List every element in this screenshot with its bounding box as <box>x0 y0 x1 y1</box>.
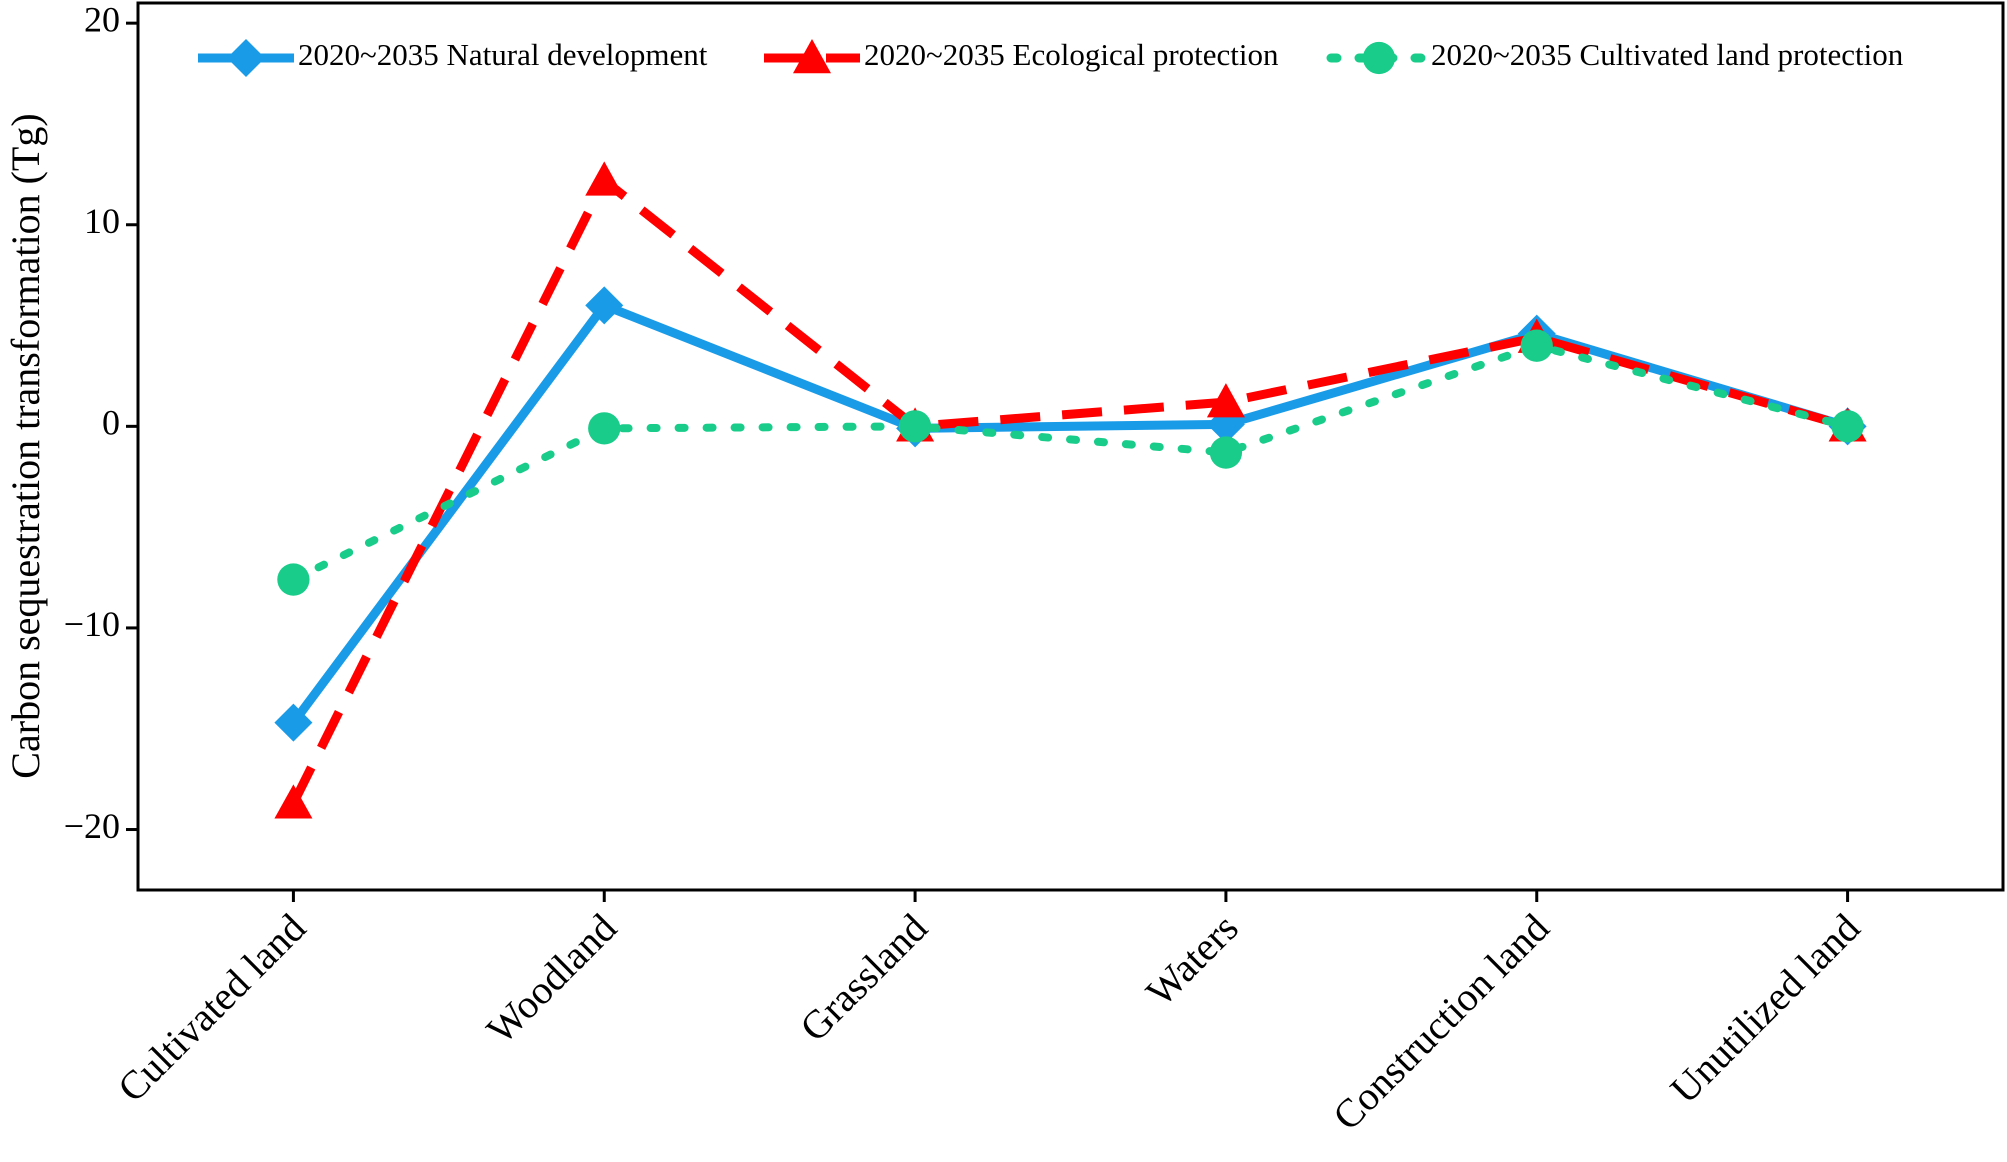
legend-label: 2020~2035 Cultivated land protection <box>1431 37 1904 72</box>
marker <box>898 410 932 443</box>
series-line <box>289 175 1849 806</box>
x-tick-label: Unutilized land <box>1661 905 1868 1112</box>
marker <box>1209 436 1243 469</box>
x-tick-label: Grassland <box>791 905 936 1050</box>
marker <box>585 161 624 196</box>
x-tick-label: Cultivated land <box>109 905 314 1110</box>
legend-label: 2020~2035 Natural development <box>298 37 708 72</box>
y-tick-label: 0 <box>102 403 120 443</box>
marker <box>588 412 621 445</box>
y-axis-label: Carbon sequestration transformation (Tg) <box>3 113 48 778</box>
marker <box>1831 410 1864 443</box>
y-tick-label: −20 <box>64 806 120 846</box>
legend-marker <box>1362 41 1396 75</box>
legend-marker <box>227 39 265 77</box>
marker <box>1206 383 1245 418</box>
x-tick-label: Woodland <box>478 905 625 1052</box>
marker <box>1520 329 1553 362</box>
legend-marker <box>793 39 831 74</box>
marker <box>274 703 313 742</box>
marker <box>585 286 624 325</box>
series-line <box>289 341 1852 584</box>
y-tick-label: 10 <box>84 201 120 241</box>
marker <box>277 563 310 596</box>
marker <box>274 784 313 819</box>
x-tick-label: Waters <box>1137 905 1247 1015</box>
y-tick-label: −10 <box>64 604 120 644</box>
y-tick-label: 20 <box>84 0 120 39</box>
legend-label: 2020~2035 Ecological protection <box>864 37 1279 72</box>
x-tick-label: Construction land <box>1324 905 1558 1139</box>
plot-frame <box>136 1 2005 892</box>
